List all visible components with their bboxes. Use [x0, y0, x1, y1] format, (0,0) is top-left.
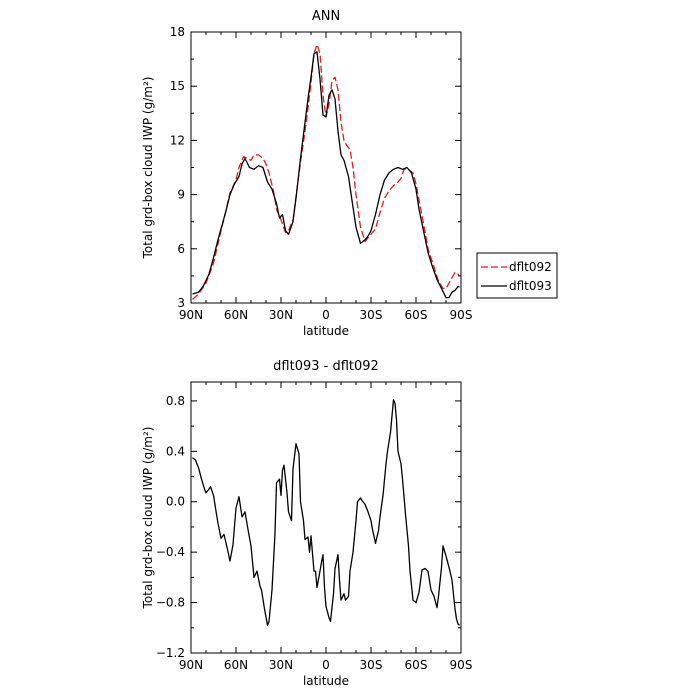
y-tick-label: 0.8 [166, 394, 185, 408]
legend-box [476, 252, 558, 299]
y-tick-label: 18 [170, 25, 185, 39]
y-tick-label: −0.4 [156, 545, 185, 559]
y-tick-label: 0.0 [166, 495, 185, 509]
x-tick-label: 0 [322, 308, 330, 322]
y-tick-label: −1.2 [156, 646, 185, 660]
x-tick-label: 30S [360, 658, 383, 672]
x-tick-label: 30N [269, 308, 293, 322]
y-tick-label: 12 [170, 133, 185, 147]
y-tick-label: 9 [177, 188, 185, 202]
y-axis-label: Total grd-box cloud IWP (g/m²) [141, 77, 155, 260]
y-tick-label: 0.4 [166, 444, 185, 458]
x-tick-label: 0 [322, 658, 330, 672]
series-line-dflt093 [192, 51, 460, 299]
chart-title: dflt093 - dflt092 [273, 359, 379, 374]
x-tick-label: 60N [224, 658, 248, 672]
x-tick-label: 30S [360, 308, 383, 322]
plot-frame [190, 31, 462, 304]
y-axis-label: Total grd-box cloud IWP (g/m²) [141, 427, 155, 610]
x-tick-label: 90N [179, 658, 203, 672]
y-tick-label: −0.8 [156, 596, 185, 610]
legend-label: dflt092 [509, 260, 552, 274]
series-line-dflt092 [192, 43, 460, 300]
panel-1: 90N 60N 30N 0 30S 60S 90S 3 6 9 12 15 18 ANN latitude T… [141, 9, 558, 338]
legend: dflt092 dflt093 [476, 252, 558, 299]
series-line-series-1 [192, 398, 460, 626]
x-tick-label: 90N [179, 308, 203, 322]
panel-2: 90N 60N 30N 0 30S 60S 90S −1.2 −0.8 −0.4 0.0 0.4 0.8… [141, 359, 472, 688]
x-tick-label: 90S [450, 308, 473, 322]
y-tick-label: 15 [170, 79, 185, 93]
y-tick-label: 3 [177, 296, 185, 310]
x-tick-label: 90S [450, 658, 473, 672]
x-axis-label: latitude [303, 324, 349, 338]
x-tick-label: 60S [405, 658, 428, 672]
chart-title: ANN [312, 9, 340, 24]
plot-frame [190, 381, 462, 654]
y-tick-label: 6 [177, 242, 185, 256]
x-axis-label: latitude [303, 674, 349, 688]
x-tick-label: 30N [269, 658, 293, 672]
legend-label: dflt093 [509, 279, 552, 293]
x-tick-label: 60S [405, 308, 428, 322]
x-tick-label: 60N [224, 308, 248, 322]
